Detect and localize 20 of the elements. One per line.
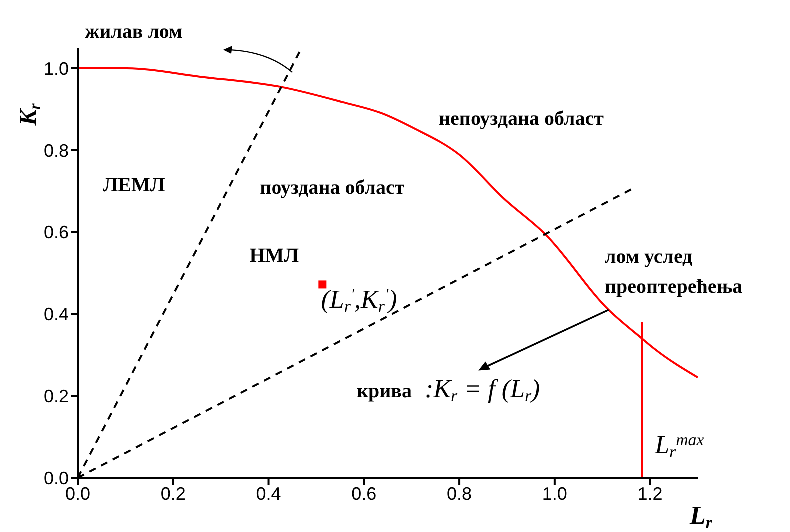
annotation: (L$_{r}$$^{'}$,K$_{r}$$^{'}$)	[321, 285, 398, 316]
annotation: поуздана област	[260, 177, 405, 200]
x-tick-label: 0.6	[352, 484, 377, 504]
y-tick-label: 0.2	[44, 386, 69, 406]
x-tick-label: 1.2	[638, 484, 663, 504]
annotation: крива :K$_{r}$ = f (L$_{r}$)	[357, 374, 540, 406]
annotation: непоуздана област	[439, 108, 604, 130]
y-tick-label: 1.0	[44, 58, 69, 79]
annotation: лом услед преоптерећења	[605, 246, 743, 298]
x-tick-label: 0.8	[447, 484, 472, 504]
y-tick-label: 0.8	[44, 140, 69, 161]
x-tick-label: 0.2	[160, 484, 186, 504]
x-tick-label: 0.4	[256, 484, 282, 504]
annotation: ЛЕМЛ	[103, 174, 166, 196]
annotation: НМЛ	[250, 244, 300, 267]
x-tick-label: 1.0	[542, 484, 568, 504]
x-axis-title: L$_{r}$	[689, 501, 713, 532]
y-tick-label: 0.6	[44, 222, 69, 243]
y-tick-label: 0.4	[44, 304, 69, 325]
text: жилав лом	[85, 20, 183, 43]
